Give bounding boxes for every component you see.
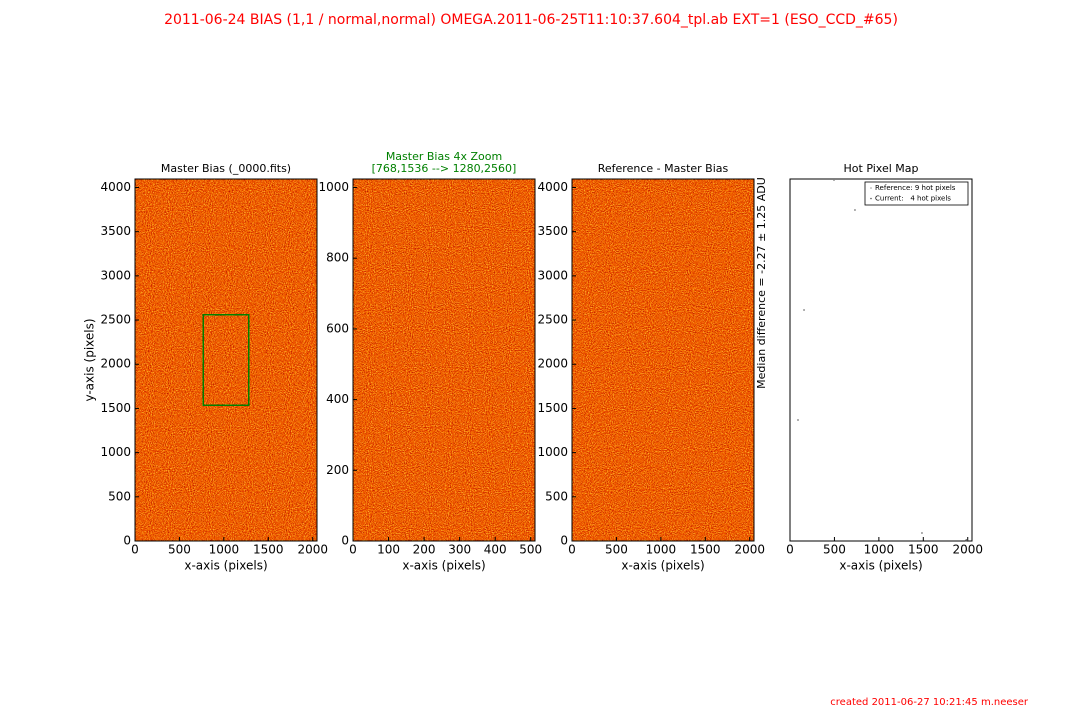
y-tick-label: 3500: [537, 224, 568, 238]
plot-frame: [789, 178, 973, 542]
y-tick-label: 2000: [537, 357, 568, 371]
y-tick-label: 3000: [100, 268, 131, 282]
legend-label: Current: 4 hot pixels: [875, 195, 951, 203]
hot-pixel: [853, 209, 856, 212]
image: [135, 179, 317, 541]
x-tick-label: 100: [377, 543, 400, 557]
legend-marker: [870, 187, 872, 189]
hot-pixel: [796, 419, 799, 422]
y-tick-label: 600: [326, 321, 349, 335]
x-tick-label: 1500: [908, 543, 939, 557]
y-tick-label: 2500: [537, 313, 568, 327]
x-tick-label: 1500: [253, 543, 284, 557]
y-tick-label: 200: [326, 463, 349, 477]
plot-frame: [134, 178, 318, 542]
y-tick-label: 2500: [100, 313, 131, 327]
footer: created 2011-06-27 10:21:45 m.neeser: [830, 697, 1029, 708]
y-tick-label: 4000: [100, 180, 131, 194]
plot-frame: [571, 178, 755, 542]
y-tick-label: 400: [326, 392, 349, 406]
y-tick-label: 500: [545, 489, 568, 503]
x-tick-label: 500: [168, 543, 191, 557]
hot-pixel: [803, 308, 806, 311]
x-tick-label: 0: [131, 543, 139, 557]
y-tick-label: 1000: [318, 180, 349, 194]
y-tick-label: 500: [108, 489, 131, 503]
x-tick-label: 200: [413, 543, 436, 557]
zoom-box: [202, 314, 250, 406]
x-tick-label: 1000: [209, 543, 240, 557]
x-tick-label: 500: [605, 543, 628, 557]
figure-title: 2011-06-24 BIAS (1,1 / normal,normal) OM…: [164, 12, 898, 28]
y-tick-label: 1500: [100, 401, 131, 415]
x-tick-label: 2000: [952, 543, 983, 557]
x-axis-label: x-axis (pixels): [402, 559, 485, 573]
panel-title: Reference - Master Bias: [598, 162, 729, 175]
y-tick-label: 4000: [537, 180, 568, 194]
y-tick-label: 3500: [100, 224, 131, 238]
panel-title: Master Bias 4x Zoom: [386, 150, 502, 163]
legend-label: Reference: 9 hot pixels: [875, 184, 956, 192]
y-tick-label: 0: [123, 534, 131, 548]
x-tick-label: 500: [519, 543, 542, 557]
plot-frame: [352, 178, 536, 542]
x-tick-label: 2000: [734, 543, 765, 557]
y-tick-label: 0: [560, 534, 568, 548]
image: [353, 179, 535, 541]
panel-title: Hot Pixel Map: [844, 162, 919, 175]
hot-pixel: [965, 539, 968, 542]
y-tick-label: 0: [341, 534, 349, 548]
x-tick-label: 400: [484, 543, 507, 557]
x-axis-label: x-axis (pixels): [184, 559, 267, 573]
y-tick-label: 3000: [537, 268, 568, 282]
x-axis-label: x-axis (pixels): [621, 559, 704, 573]
y-tick-label: 2000: [100, 357, 131, 371]
y-tick-label: 1000: [100, 445, 131, 459]
x-tick-label: 0: [568, 543, 576, 557]
side-label: Median difference = -2.27 ± 1.25 ADU: [755, 177, 768, 389]
x-tick-label: 0: [349, 543, 357, 557]
y-tick-label: 800: [326, 251, 349, 265]
y-tick-label: 1000: [537, 445, 568, 459]
x-tick-label: 1000: [864, 543, 895, 557]
x-axis-label: x-axis (pixels): [839, 559, 922, 573]
x-tick-label: 500: [823, 543, 846, 557]
x-tick-label: 2000: [297, 543, 328, 557]
x-tick-label: 0: [786, 543, 794, 557]
legend-marker: [870, 197, 872, 200]
legend-box: [864, 181, 969, 206]
x-tick-label: 1500: [690, 543, 721, 557]
hot-pixel: [832, 178, 835, 181]
panel-title: Master Bias (_0000.fits): [161, 162, 291, 175]
panel-title: [768,1536 --> 1280,2560]: [372, 162, 517, 175]
hot-pixel: [920, 532, 923, 535]
x-tick-label: 1000: [646, 543, 677, 557]
x-tick-label: 300: [448, 543, 471, 557]
image: [572, 179, 754, 541]
y-tick-label: 1500: [537, 401, 568, 415]
y-axis-label: y-axis (pixels): [83, 318, 97, 401]
